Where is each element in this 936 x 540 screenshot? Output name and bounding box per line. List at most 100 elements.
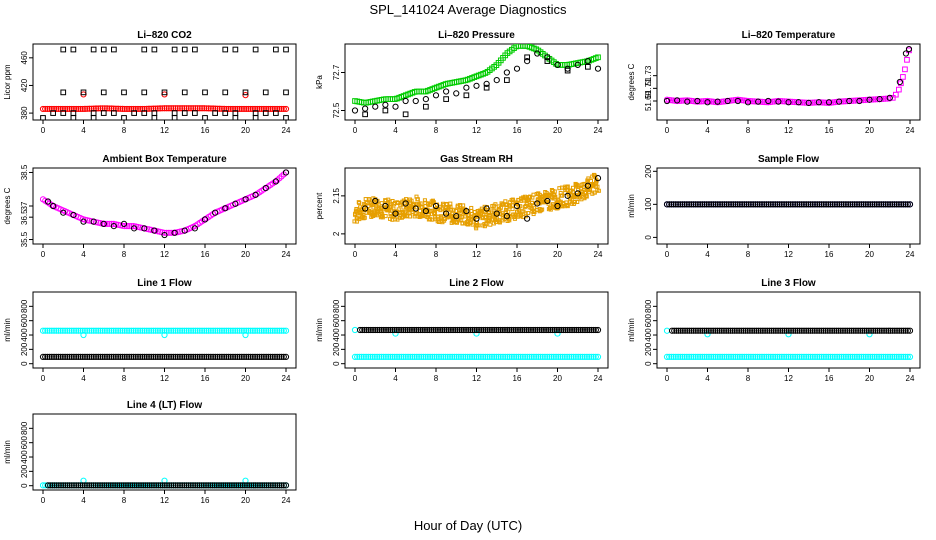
data-point <box>443 96 449 102</box>
data-point <box>90 46 97 53</box>
data-point <box>891 201 898 208</box>
data-point <box>825 353 832 360</box>
data-point <box>229 327 237 334</box>
data-point <box>488 326 496 334</box>
data-point <box>692 353 699 360</box>
data-point <box>280 482 287 489</box>
data-point <box>837 327 844 334</box>
data-point <box>870 96 877 103</box>
data-point <box>400 326 407 334</box>
data-point <box>570 189 575 195</box>
data-point <box>796 353 803 360</box>
data-point <box>404 353 412 360</box>
data-point <box>183 353 190 360</box>
data-point <box>53 353 60 360</box>
data-point <box>584 194 589 199</box>
y-tick-label: 200 <box>20 464 29 478</box>
data-point <box>161 353 168 360</box>
data-point <box>382 101 389 108</box>
data-point <box>210 327 217 334</box>
data-point <box>90 353 97 360</box>
data-point <box>482 326 489 334</box>
data-point <box>412 205 419 212</box>
data-point <box>738 327 745 334</box>
data-point <box>267 482 274 489</box>
data-point <box>471 326 478 334</box>
data-point <box>732 353 739 360</box>
data-point <box>777 327 784 334</box>
data-point <box>203 105 210 112</box>
data-point <box>677 327 684 334</box>
data-point <box>871 201 878 208</box>
data-point <box>398 326 405 334</box>
data-point <box>372 103 379 110</box>
data-point <box>484 326 491 334</box>
data-point <box>820 353 827 360</box>
data-point <box>134 353 142 360</box>
data-point <box>684 98 691 105</box>
data-point <box>249 327 256 334</box>
x-tick-label: 12 <box>784 374 793 383</box>
data-point <box>521 326 528 334</box>
data-point <box>798 353 805 360</box>
data-point <box>163 353 170 360</box>
data-point <box>256 353 263 360</box>
data-point <box>68 482 75 489</box>
data-point <box>83 482 91 489</box>
data-point <box>352 219 357 224</box>
chart-panel-1: Li–820 CO2 0 4 8 12 16 20 24 380 420 460 Licor ppm <box>3 30 297 135</box>
x-tick-label: 16 <box>513 250 522 259</box>
x-tick-label: 0 <box>353 374 358 383</box>
data-point <box>101 327 108 334</box>
data-point <box>730 353 737 360</box>
data-point <box>103 327 111 334</box>
data-point <box>283 89 289 96</box>
data-point <box>820 201 827 208</box>
data-point <box>575 353 582 360</box>
data-point <box>225 105 232 113</box>
data-point <box>121 105 128 113</box>
x-tick-label: 16 <box>513 374 522 383</box>
data-point <box>574 61 581 69</box>
data-point <box>483 205 490 212</box>
data-point <box>856 97 863 105</box>
data-point <box>803 201 810 208</box>
data-point <box>575 326 582 334</box>
data-point <box>813 99 820 106</box>
data-point <box>432 202 440 210</box>
data-point <box>882 353 889 360</box>
data-point <box>238 327 245 334</box>
data-point <box>705 327 712 334</box>
data-point <box>742 327 749 334</box>
data-point <box>222 205 229 212</box>
data-point <box>528 195 533 200</box>
data-point <box>278 482 285 489</box>
data-point <box>126 105 133 113</box>
data-point <box>482 353 489 360</box>
data-point <box>168 353 175 360</box>
y-tick-label: 800 <box>332 299 341 313</box>
data-point <box>904 327 911 334</box>
data-point <box>126 353 133 360</box>
data-point <box>86 482 93 489</box>
data-point <box>772 353 779 360</box>
data-point <box>493 353 500 360</box>
data-point <box>734 201 741 208</box>
data-point <box>703 327 710 334</box>
data-point <box>796 201 803 208</box>
x-tick-label: 16 <box>201 374 210 383</box>
data-point <box>878 95 885 103</box>
data-point <box>684 327 691 334</box>
data-point <box>668 353 675 360</box>
data-point <box>161 89 168 96</box>
data-point <box>734 353 741 360</box>
data-point <box>106 327 113 334</box>
data-point <box>207 105 214 112</box>
data-point <box>128 327 135 334</box>
data-point <box>816 353 823 360</box>
data-point <box>389 326 396 334</box>
data-point <box>792 201 799 208</box>
data-point <box>510 326 517 334</box>
data-point <box>778 353 785 360</box>
data-point <box>176 353 184 360</box>
